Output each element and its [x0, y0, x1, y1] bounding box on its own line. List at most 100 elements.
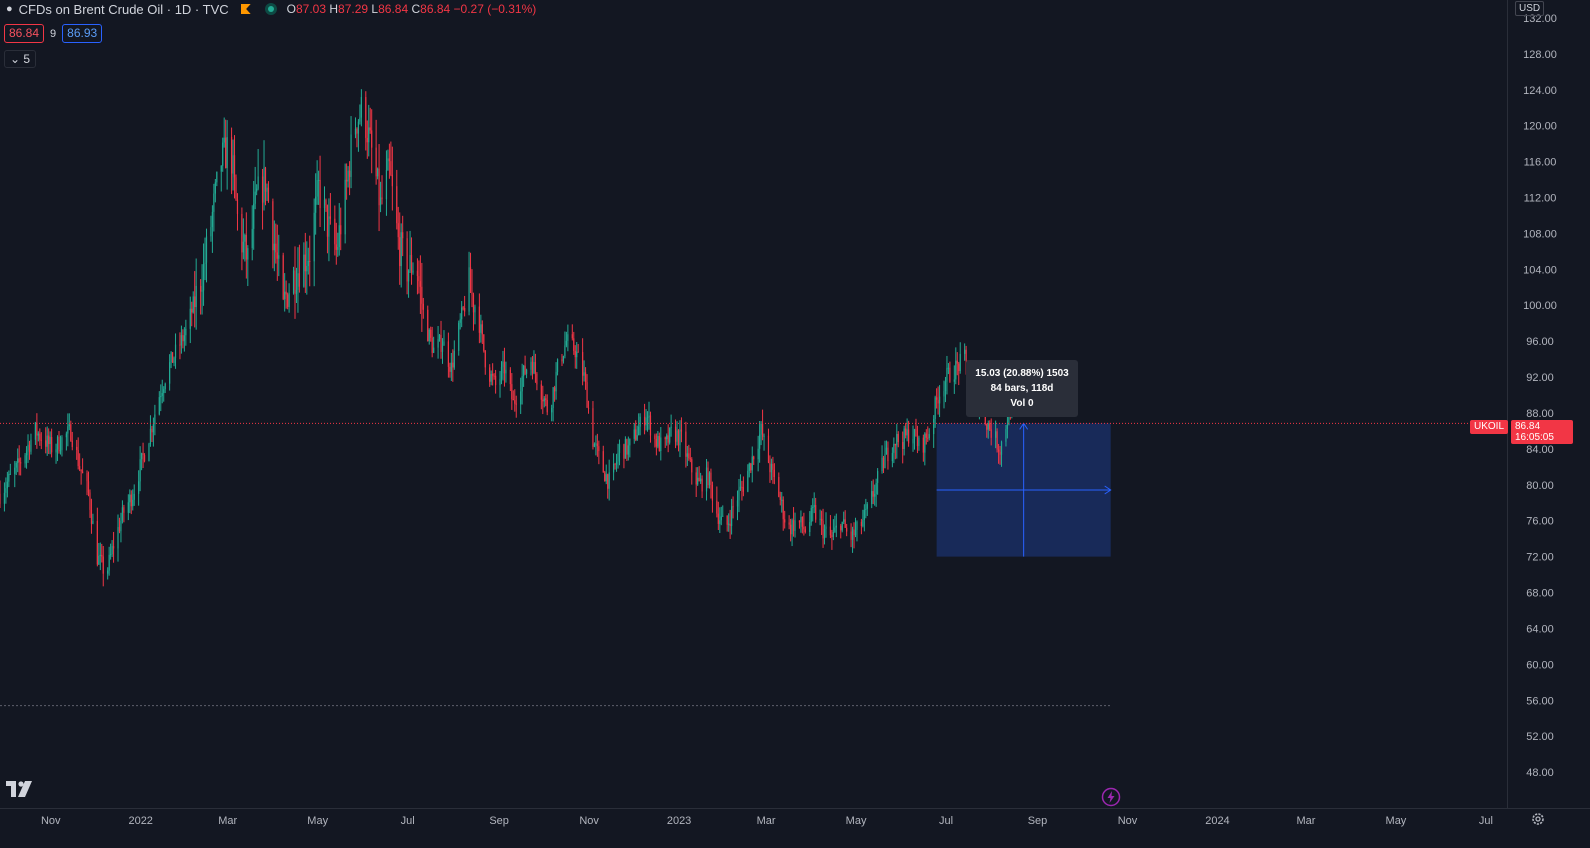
- candle-body: [605, 474, 607, 482]
- candle-body: [863, 509, 865, 520]
- candle-body: [635, 429, 637, 440]
- symbol-legend[interactable]: ● CFDs on Brent Crude Oil · 1D · TVC O87…: [6, 0, 536, 18]
- market-status-icon[interactable]: [264, 3, 277, 15]
- candle-body: [753, 456, 755, 460]
- flag-icon[interactable]: [240, 4, 251, 14]
- candle-body: [51, 437, 53, 453]
- candle-body: [76, 446, 78, 451]
- candle-body: [319, 180, 321, 209]
- candle-body: [263, 167, 265, 203]
- candle-body: [90, 509, 93, 524]
- tradingview-logo-icon[interactable]: [6, 780, 34, 798]
- candle-body: [719, 520, 721, 524]
- candle-body: [556, 359, 559, 372]
- candle-body: [87, 481, 90, 493]
- candle-body: [791, 520, 793, 535]
- candle-body: [946, 368, 948, 382]
- candle-body: [990, 429, 992, 438]
- candle-body: [111, 546, 113, 555]
- candle-body: [256, 188, 258, 192]
- gear-icon[interactable]: [1531, 812, 1545, 826]
- candle-body: [695, 472, 697, 485]
- symbol-title[interactable]: CFDs on Brent Crude Oil · 1D · TVC: [18, 1, 229, 17]
- candle-body: [731, 506, 733, 526]
- candle-body: [15, 462, 17, 468]
- candle-body: [602, 451, 604, 473]
- measure-tooltip: 15.03 (20.88%) 1503 84 bars, 118d Vol 0: [966, 360, 1078, 417]
- candle-body: [59, 449, 62, 452]
- candle-body: [287, 294, 289, 307]
- candle-body: [282, 255, 284, 300]
- candle-body: [474, 306, 476, 313]
- candle-body: [784, 519, 786, 523]
- candle-body: [357, 121, 360, 134]
- candle-body: [583, 372, 585, 376]
- candle-body: [916, 436, 919, 447]
- candle-body: [430, 329, 432, 338]
- currency-button[interactable]: USD: [1515, 1, 1545, 16]
- candle-body: [866, 504, 868, 509]
- candle-body: [298, 273, 301, 287]
- candle-body: [365, 97, 367, 138]
- candle-body: [245, 235, 247, 260]
- candle-body: [381, 197, 383, 200]
- time-tick-label: 2024: [1205, 815, 1229, 827]
- price-tick-label: 60.00: [1526, 659, 1554, 671]
- buy-button[interactable]: 86.93: [62, 24, 103, 43]
- candle-body: [947, 367, 950, 369]
- measure-arrow-right: [1104, 485, 1112, 495]
- candle-body: [194, 296, 196, 308]
- candle-body: [89, 492, 91, 510]
- candle-body: [851, 529, 854, 540]
- candle-body: [142, 453, 144, 456]
- candle-body: [922, 437, 924, 453]
- candle-body: [649, 415, 652, 436]
- candle-body: [390, 161, 392, 175]
- candle-body: [211, 211, 213, 228]
- candle-body: [292, 270, 295, 294]
- candle-body: [458, 322, 460, 351]
- candle-body: [17, 458, 19, 463]
- candle-body: [779, 496, 781, 500]
- candle-body: [141, 453, 143, 460]
- indicators-toggle-button[interactable]: ⌄ 5: [4, 50, 37, 68]
- candle-body: [14, 467, 16, 474]
- candle-body: [728, 523, 730, 525]
- candle-body: [738, 489, 740, 501]
- candle-body: [871, 491, 873, 505]
- candle-body: [216, 171, 218, 183]
- candle-body: [433, 347, 435, 353]
- candle-body: [441, 345, 444, 352]
- lightning-icon[interactable]: [1101, 787, 1121, 807]
- measure-volume: Vol 0: [1010, 398, 1034, 409]
- candle-body: [689, 458, 691, 460]
- candle-body: [844, 519, 846, 528]
- price-tick-label: 64.00: [1526, 623, 1554, 635]
- candle-body: [195, 285, 197, 308]
- candle-body: [902, 442, 904, 450]
- candle-body: [726, 515, 728, 525]
- candle-body: [711, 484, 714, 501]
- candle-body: [633, 429, 635, 439]
- candle-body: [431, 337, 433, 353]
- candle-body: [778, 477, 780, 497]
- candle-body: [154, 414, 156, 425]
- candle-body: [534, 362, 537, 374]
- sell-button[interactable]: 86.84: [4, 24, 45, 43]
- candle-body: [955, 360, 957, 380]
- candle-body: [882, 457, 885, 469]
- candle-body: [182, 335, 184, 342]
- candle-body: [335, 244, 337, 250]
- chevron-down-icon: ⌄: [10, 52, 21, 66]
- candle-body: [70, 424, 72, 441]
- candle-body: [523, 365, 525, 377]
- candle-body: [397, 223, 399, 238]
- candle-body: [884, 453, 886, 469]
- candle-body: [326, 205, 329, 237]
- candle-body: [679, 429, 681, 446]
- candle-body: [645, 417, 647, 426]
- candle-body: [121, 507, 124, 521]
- candle-body: [545, 398, 547, 400]
- candle-body: [96, 520, 98, 565]
